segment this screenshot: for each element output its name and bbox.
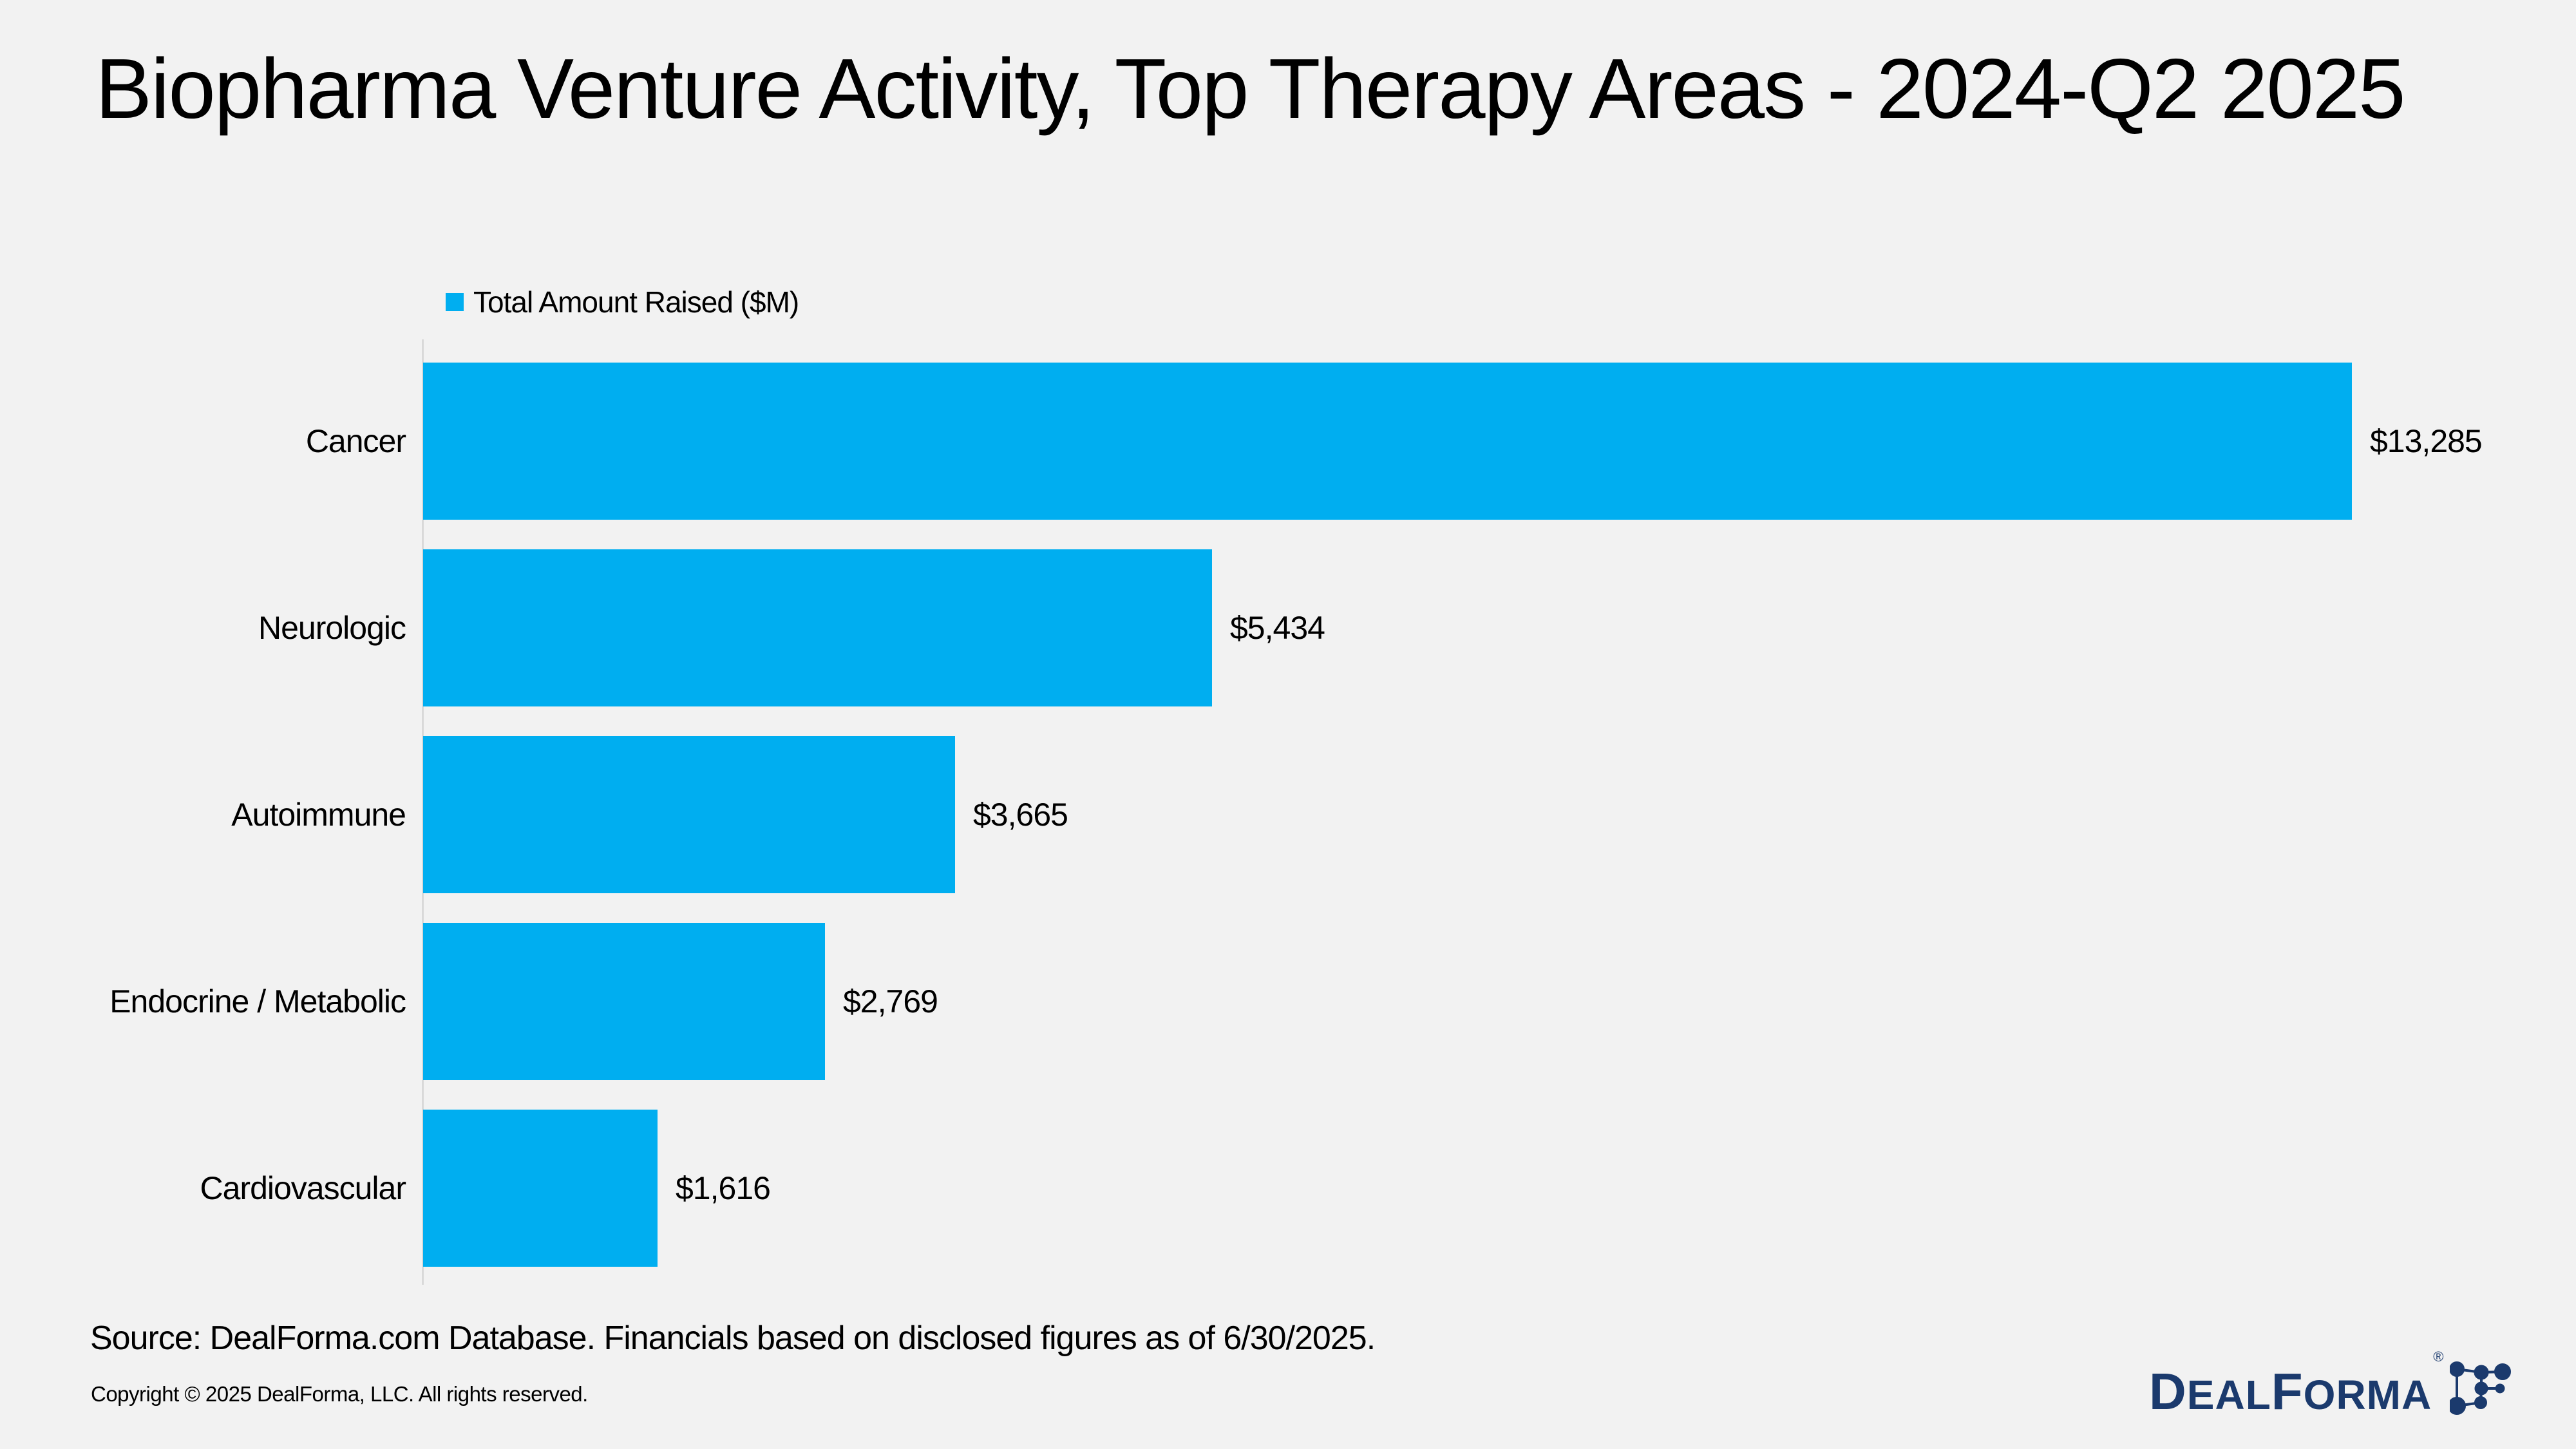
chart-title: Biopharma Venture Activity, Top Therapy … — [95, 41, 2406, 136]
dealforma-logo-text: D EAL F ORMA — [2149, 1362, 2432, 1420]
registered-trademark-icon: ® — [2433, 1349, 2444, 1365]
logo-letter-f: F — [2271, 1362, 2304, 1420]
logo-letters-orma: ORMA — [2303, 1371, 2432, 1418]
copyright-note: Copyright © 2025 DealForma, LLC. All rig… — [91, 1382, 588, 1406]
source-note: Source: DealForma.com Database. Financia… — [90, 1320, 1376, 1357]
legend-swatch-icon — [446, 293, 464, 311]
y-axis-line — [422, 339, 424, 1285]
category-label: Neurologic — [258, 610, 406, 646]
bar — [423, 363, 2352, 520]
dealforma-network-icon — [2450, 1361, 2512, 1415]
logo-letters-eal: EAL — [2186, 1371, 2271, 1418]
bar — [423, 549, 1212, 706]
bar — [423, 923, 825, 1080]
category-label: Endocrine / Metabolic — [109, 983, 406, 1019]
chart-row: Cancer $13,285 — [64, 348, 2550, 535]
chart-row: Cardiovascular $1,616 — [64, 1095, 2550, 1282]
chart-row: Autoimmune $3,665 — [64, 721, 2550, 908]
chart-row: Neurologic $5,434 — [64, 535, 2550, 721]
category-label: Cardiovascular — [200, 1170, 406, 1206]
dealforma-logo: D EAL F ORMA ® — [2149, 1349, 2514, 1420]
chart-row: Endocrine / Metabolic $2,769 — [64, 908, 2550, 1095]
bar-chart: Cancer $13,285 Neurologic $5,434 Autoimmune $… — [64, 348, 2550, 1282]
value-label: $13,285 — [2370, 423, 2483, 459]
logo-letter-d: D — [2149, 1362, 2187, 1420]
value-label: $3,665 — [973, 797, 1068, 833]
value-label: $5,434 — [1230, 610, 1325, 646]
legend: Total Amount Raised ($M) — [446, 285, 799, 319]
value-label: $2,769 — [843, 983, 938, 1019]
category-label: Cancer — [305, 423, 406, 459]
bar — [423, 736, 955, 893]
bar — [423, 1110, 658, 1267]
legend-label: Total Amount Raised ($M) — [473, 285, 799, 319]
category-label: Autoimmune — [231, 797, 406, 833]
value-label: $1,616 — [676, 1170, 771, 1206]
